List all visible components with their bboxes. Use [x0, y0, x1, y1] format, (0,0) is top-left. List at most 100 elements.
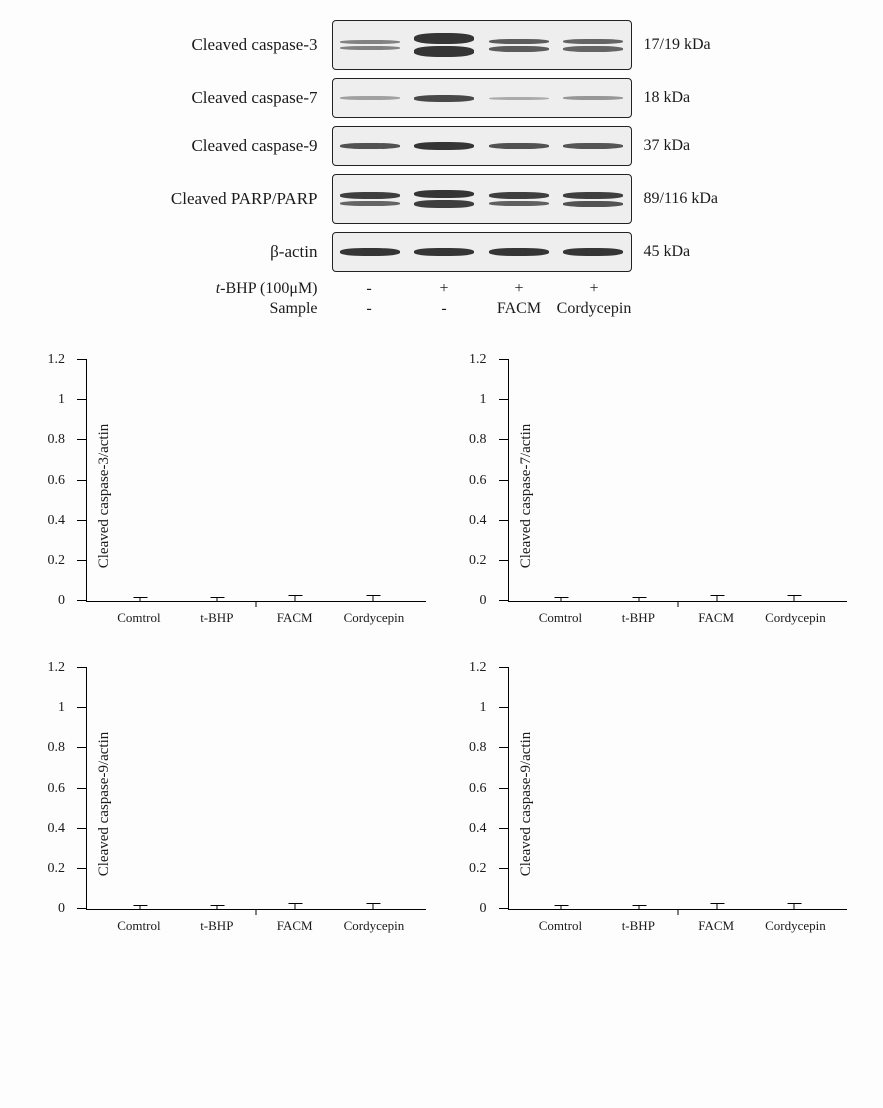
blot-band — [340, 248, 400, 256]
blot-lane — [333, 233, 408, 271]
condition-value: - — [332, 300, 407, 318]
blot-band — [563, 248, 623, 256]
blot-image — [332, 78, 632, 118]
y-tick: 1 — [77, 707, 87, 708]
blot-image — [332, 174, 632, 224]
y-tick: 0.8 — [77, 439, 87, 440]
condition-value: + — [407, 280, 482, 298]
y-tick-label: 0 — [480, 901, 487, 917]
bars-container — [509, 668, 848, 909]
blot-condition-table: t-BHP (100μM) - + + + Sample - - FACM Co… — [132, 280, 752, 318]
error-cap — [366, 903, 380, 904]
y-tick: 0.8 — [77, 747, 87, 748]
blot-lane — [482, 233, 557, 271]
y-tick: 0.2 — [499, 560, 509, 561]
x-tick — [677, 601, 678, 607]
blot-lane — [333, 127, 408, 165]
y-tick: 0.4 — [77, 828, 87, 829]
y-tick: 1 — [499, 399, 509, 400]
y-tick-label: 0.4 — [469, 513, 487, 529]
bars-container — [509, 360, 848, 601]
plot-area: 00.20.40.60.811.2 — [508, 360, 848, 602]
blot-size-label: 17/19 kDa — [632, 36, 711, 54]
error-bar — [372, 903, 373, 909]
blot-band — [340, 40, 400, 44]
blot-row-label: Cleaved caspase-9 — [132, 136, 332, 156]
blot-band — [489, 46, 549, 52]
blot-band — [489, 201, 549, 206]
blot-band — [563, 46, 623, 52]
blot-band — [563, 143, 623, 149]
blot-lane — [482, 79, 557, 117]
error-bar — [561, 597, 562, 601]
y-tick: 0.4 — [77, 520, 87, 521]
blot-size-label: 18 kDa — [632, 89, 691, 107]
error-cap — [555, 597, 569, 598]
blot-row: Cleaved caspase-937 kDa — [132, 126, 752, 166]
x-axis-label: FACM — [266, 918, 324, 934]
blot-lane — [407, 127, 482, 165]
x-tick — [256, 601, 257, 607]
x-axis-label: FACM — [266, 610, 324, 626]
error-bar — [794, 595, 795, 601]
figure: Cleaved caspase-317/19 kDaCleaved caspas… — [20, 20, 863, 944]
error-cap — [555, 905, 569, 906]
blot-lane — [556, 21, 631, 69]
y-tick-label: 0.6 — [48, 473, 66, 489]
y-tick-label: 0 — [480, 593, 487, 609]
error-cap — [632, 597, 646, 598]
x-axis-label: Comtrol — [531, 918, 589, 934]
blot-band — [340, 96, 400, 100]
bar-chart: Cleaved caspase-7/actin00.20.40.60.811.2… — [452, 356, 854, 636]
y-tick-label: 0.6 — [469, 781, 487, 797]
condition-value: FACM — [482, 300, 557, 318]
condition-row-sample: Sample - - FACM Cordycepin — [132, 300, 752, 318]
blot-row: Cleaved caspase-718 kDa — [132, 78, 752, 118]
blot-size-label: 45 kDa — [632, 243, 691, 261]
blot-lane — [556, 79, 631, 117]
blot-lane — [556, 233, 631, 271]
blot-band — [489, 192, 549, 199]
error-cap — [788, 903, 802, 904]
blot-row: β-actin 45 kDa — [132, 232, 752, 272]
bar-chart: Cleaved caspase-3/actin00.20.40.60.811.2… — [30, 356, 432, 636]
blot-lane — [333, 21, 408, 69]
blot-size-label: 89/116 kDa — [632, 190, 719, 208]
error-cap — [788, 595, 802, 596]
blot-band — [489, 143, 549, 149]
y-tick-label: 0.6 — [48, 781, 66, 797]
y-tick-label: 0.2 — [469, 553, 487, 569]
y-tick-label: 1 — [480, 700, 487, 716]
blot-row-label: β-actin — [132, 242, 332, 262]
y-tick: 0 — [77, 908, 87, 909]
error-cap — [133, 597, 147, 598]
x-axis-label: Cordycepin — [765, 918, 823, 934]
blot-band — [489, 248, 549, 256]
blot-lane — [407, 175, 482, 223]
blot-band — [414, 142, 474, 150]
x-tick — [677, 909, 678, 915]
y-tick: 0.8 — [499, 439, 509, 440]
y-tick-label: 1.2 — [48, 352, 66, 368]
y-tick-label: 0.2 — [48, 861, 66, 877]
condition-value: - — [332, 280, 407, 298]
blot-band — [340, 201, 400, 206]
y-tick: 0.2 — [499, 868, 509, 869]
blot-band — [340, 192, 400, 199]
bar-chart: Cleaved caspase-9/actin00.20.40.60.811.2… — [452, 664, 854, 944]
blot-lane — [556, 127, 631, 165]
error-bar — [139, 905, 140, 909]
y-tick: 1.2 — [77, 359, 87, 360]
y-tick: 0.4 — [499, 828, 509, 829]
condition-row-tbhp: t-BHP (100μM) - + + + — [132, 280, 752, 298]
blot-band — [563, 192, 623, 199]
error-cap — [211, 905, 225, 906]
x-axis-label: Comtrol — [110, 610, 168, 626]
error-bar — [139, 597, 140, 601]
condition-value: Cordycepin — [557, 300, 632, 318]
y-tick: 0.4 — [499, 520, 509, 521]
x-labels: Comtrolt-BHPFACMCordycepin — [508, 610, 848, 626]
blot-band — [414, 95, 474, 102]
bars-container — [87, 668, 426, 909]
condition-value: + — [557, 280, 632, 298]
